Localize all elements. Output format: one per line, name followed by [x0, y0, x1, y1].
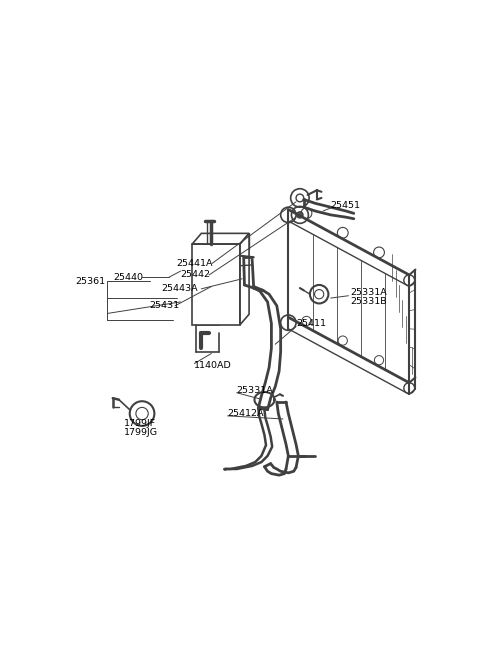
Text: 1799JF: 1799JF [124, 419, 156, 428]
Text: 1140AD: 1140AD [194, 362, 232, 370]
Text: 25331B: 25331B [350, 297, 386, 307]
Text: 25440: 25440 [114, 272, 144, 282]
Circle shape [297, 212, 303, 218]
Text: 25451: 25451 [331, 201, 360, 210]
Text: 25442: 25442 [180, 271, 211, 280]
Text: 25361: 25361 [75, 276, 105, 286]
Text: 25331A: 25331A [350, 288, 387, 297]
Text: 25412A: 25412A [228, 409, 264, 418]
Text: 25411: 25411 [296, 319, 326, 328]
Text: 25431: 25431 [150, 301, 180, 310]
Text: 25443A: 25443A [161, 284, 198, 293]
Text: 25331A: 25331A [237, 386, 274, 395]
Text: 25441A: 25441A [177, 259, 213, 268]
Text: 1799JG: 1799JG [124, 428, 158, 438]
